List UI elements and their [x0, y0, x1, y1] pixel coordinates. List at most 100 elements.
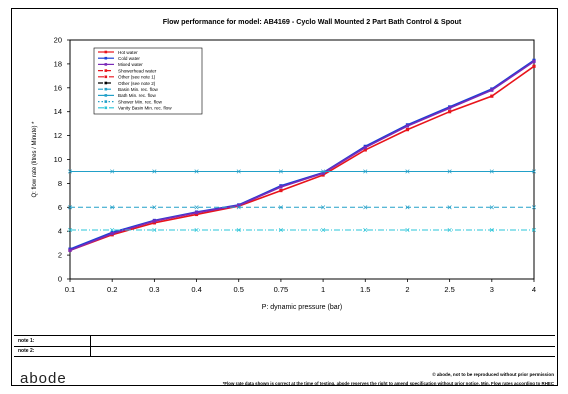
- series-line: [69, 60, 535, 252]
- x-axis-label: P: dynamic pressure (bar): [262, 304, 343, 311]
- legend-marker: [104, 69, 108, 72]
- data-point: [110, 231, 114, 236]
- data-point: [447, 227, 452, 233]
- note-1-label: note 1:: [18, 338, 35, 344]
- legend-marker: [104, 81, 108, 85]
- data-point: [110, 205, 115, 210]
- data-point: [67, 227, 73, 233]
- y-axis-label: Q: flow rate (litres / Minute) *: [32, 121, 38, 198]
- x-tick-label: 4: [532, 285, 536, 294]
- data-point: [363, 148, 367, 152]
- data-point: [279, 185, 283, 189]
- data-point: [448, 106, 452, 110]
- y-tick-label: 14: [54, 107, 62, 116]
- y-tick-label: 8: [58, 179, 62, 188]
- legend-marker: [104, 100, 108, 103]
- data-point: [405, 205, 410, 210]
- x-tick-label: 2.5: [444, 285, 454, 294]
- x-tick-label: 0.1: [65, 285, 75, 294]
- data-point: [110, 227, 115, 233]
- data-point: [447, 169, 452, 174]
- legend-marker: [104, 50, 108, 54]
- copyright-notice: © abode, not to be reproduced without pr…: [432, 372, 554, 377]
- data-point: [532, 59, 536, 64]
- data-point: [489, 169, 494, 174]
- data-point: [363, 205, 368, 210]
- legend-entry: Other (see note 2): [118, 81, 156, 86]
- data-point: [405, 128, 410, 132]
- legend-marker: [104, 63, 108, 66]
- legend-marker: [104, 94, 108, 97]
- data-point: [321, 169, 326, 174]
- legend-box: [93, 47, 203, 115]
- data-point: [531, 205, 537, 210]
- data-point: [447, 205, 452, 210]
- legend-entry: Hot water: [118, 50, 138, 55]
- note-row-1: note 1:: [14, 336, 555, 347]
- data-point: [490, 94, 494, 98]
- data-point: [321, 171, 325, 175]
- series-2: [68, 59, 536, 252]
- legend-entry: Mixed water: [118, 62, 143, 67]
- data-point: [194, 211, 199, 215]
- legend-entry: Other (see note 1): [118, 75, 156, 80]
- data-point: [279, 188, 283, 193]
- legend-marker: [104, 87, 108, 91]
- data-point: [405, 227, 410, 233]
- data-point: [236, 205, 241, 210]
- series-7: [67, 169, 537, 174]
- data-point: [236, 227, 241, 233]
- legend-marker: [104, 75, 108, 79]
- x-tick-label: 2: [405, 285, 409, 294]
- note-2-label: note 2:: [18, 348, 35, 354]
- x-tick-label: 0.2: [107, 285, 117, 294]
- x-tick-label: 1: [321, 285, 325, 294]
- data-point: [278, 205, 283, 210]
- abode-logo: abode: [20, 370, 67, 387]
- series-9: [67, 227, 537, 233]
- y-tick-label: 4: [58, 227, 62, 236]
- x-tick-label: 0.5: [234, 285, 244, 294]
- data-point: [405, 124, 410, 128]
- data-point: [278, 227, 283, 233]
- legend-marker: [104, 106, 108, 110]
- data-point: [152, 169, 157, 174]
- x-tick-label: 0.4: [191, 285, 201, 294]
- y-tick-label: 10: [54, 155, 62, 164]
- x-tick-label: 0.3: [149, 285, 159, 294]
- data-point: [363, 169, 368, 174]
- data-point: [194, 169, 199, 174]
- x-tick-label: 3: [490, 285, 494, 294]
- x-tick-label: 0.75: [274, 285, 289, 294]
- data-point: [236, 169, 241, 174]
- data-point: [194, 205, 199, 210]
- data-point: [363, 227, 368, 233]
- data-point: [152, 219, 156, 223]
- series-6: [67, 205, 537, 210]
- y-tick-label: 20: [54, 36, 62, 45]
- data-point: [152, 221, 156, 225]
- data-point: [194, 212, 199, 217]
- data-point: [110, 169, 115, 174]
- legend-marker: [104, 56, 108, 60]
- legend-entry: Bath Min. rec. flow: [118, 93, 156, 98]
- data-point: [321, 227, 326, 233]
- data-point: [531, 227, 537, 233]
- legend-entry: Cold water: [118, 56, 140, 61]
- data-point: [405, 169, 410, 174]
- y-tick-label: 2: [58, 251, 62, 260]
- data-point: [489, 205, 494, 210]
- data-point: [194, 227, 199, 233]
- legend-entry: Showerhead water: [118, 68, 157, 73]
- data-point: [490, 88, 494, 92]
- data-point: [152, 205, 157, 210]
- x-tick-label: 1.5: [360, 285, 370, 294]
- disclaimer-notice: *Flow rate data shown is correct at the …: [222, 381, 554, 386]
- y-tick-label: 12: [54, 131, 62, 140]
- y-tick-label: 0: [58, 275, 62, 284]
- data-point: [67, 169, 73, 174]
- data-point: [531, 169, 537, 174]
- data-point: [363, 145, 367, 150]
